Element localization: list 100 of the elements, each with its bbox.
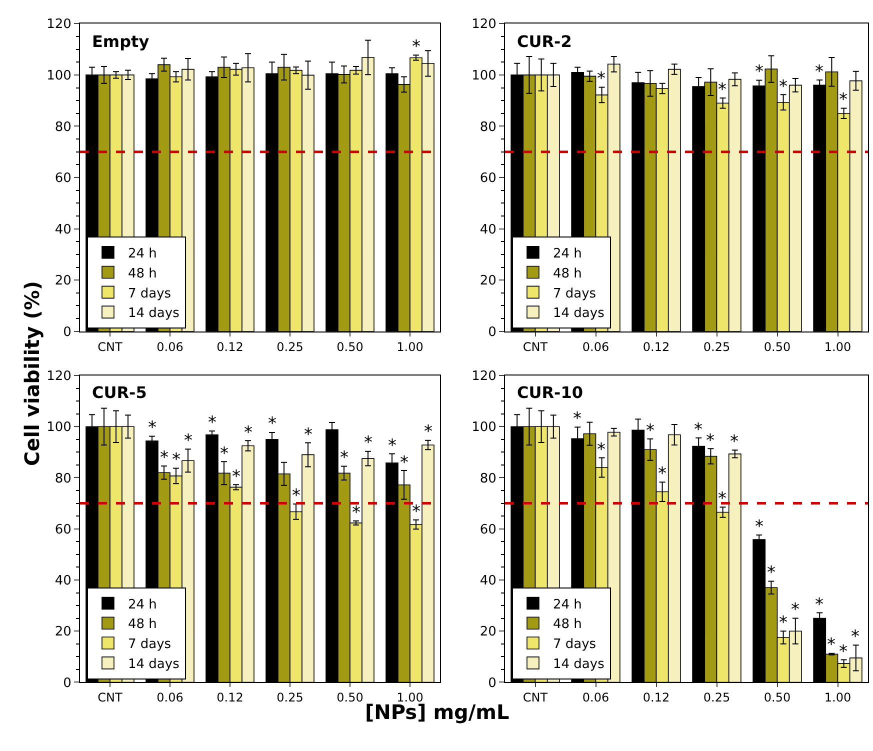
legend-label: 7 days	[552, 637, 596, 652]
data-label: *	[172, 450, 180, 470]
y-tick-label: 60	[480, 171, 496, 186]
data-label: *	[412, 37, 420, 57]
data-label: *	[730, 432, 738, 452]
x-tick-label: 0.25	[276, 690, 304, 705]
y-tick-label: 0	[488, 676, 496, 691]
data-label: *	[646, 421, 654, 441]
legend-label: 48 h	[552, 266, 582, 282]
legend-label: 7 days	[128, 286, 172, 302]
x-tick-label: 0.50	[336, 690, 364, 705]
data-label: *	[658, 464, 666, 484]
x-tick-label: 1.00	[396, 340, 424, 354]
legend-label: 7 days	[128, 637, 172, 652]
y-tick-label: 100	[472, 420, 496, 436]
data-label: *	[597, 69, 606, 89]
y-tick-label: 40	[54, 222, 72, 238]
x-tick-label: CNT	[98, 690, 124, 705]
legend-label: 24 h	[552, 597, 582, 612]
x-tick-label: CNT	[522, 690, 548, 705]
data-label: *	[340, 448, 348, 468]
y-tick-label: 120	[46, 17, 72, 32]
y-tick-label: 40	[480, 574, 496, 589]
y-tick-label: 60	[480, 522, 496, 538]
data-label: *	[268, 414, 276, 434]
x-tick-label: 0.12	[642, 690, 670, 705]
y-tick-label: 100	[472, 68, 496, 84]
data-label: *	[160, 448, 168, 468]
data-label: *	[791, 600, 800, 620]
data-label: *	[694, 420, 702, 440]
y-tick-label: 20	[54, 624, 72, 640]
data-label: *	[148, 418, 156, 438]
x-tick-label: 0.06	[156, 690, 184, 705]
x-tick-label: 0.06	[582, 690, 610, 705]
data-label: *	[706, 431, 714, 451]
data-label: *	[839, 90, 848, 110]
text: CUR-2	[517, 32, 572, 51]
data-label: *	[352, 503, 360, 523]
data-label: *	[767, 563, 776, 583]
data-label: *	[412, 502, 420, 522]
x-tick-label: 0.50	[764, 340, 791, 354]
data-label: *	[718, 80, 726, 100]
x-tick-label: 0.06	[156, 340, 184, 354]
y-tick-label: 20	[54, 274, 72, 289]
legend-label: 24 h	[128, 246, 157, 262]
legend-label: 7 days	[552, 286, 596, 302]
text: CUR-5	[92, 383, 147, 402]
y-tick-label: 120	[472, 369, 496, 384]
x-tick-label: 0.25	[703, 340, 730, 354]
data-label: *	[364, 433, 372, 453]
legend-label: 14 days	[128, 656, 180, 672]
data-label: *	[208, 413, 216, 433]
data-label: *	[220, 444, 228, 464]
y-tick-label: 60	[54, 171, 72, 186]
text: CUR-10	[517, 383, 583, 402]
legend-label: 14 days	[552, 656, 605, 672]
y-tick-label: 0	[488, 324, 496, 340]
data-label: *	[232, 467, 240, 487]
x-tick-label: 1.00	[824, 690, 852, 705]
y-tick-label: 100	[46, 420, 72, 436]
x-tick-label: 0.25	[703, 690, 730, 705]
x-tick-label: CNT	[522, 340, 548, 354]
x-tick-label: 0.06	[582, 340, 610, 354]
x-tick-label: 0.12	[216, 690, 244, 705]
y-tick-label: 80	[54, 471, 72, 486]
data-label: *	[184, 431, 192, 451]
data-label: *	[597, 440, 606, 460]
data-label: *	[755, 517, 764, 537]
y-tick-label: 100	[46, 68, 72, 84]
y-tick-label: 120	[472, 17, 496, 32]
data-label: *	[400, 453, 408, 473]
data-label: *	[779, 77, 788, 97]
data-label: *	[839, 642, 848, 662]
legend-label: 24 h	[552, 246, 582, 262]
data-label: *	[815, 62, 824, 82]
data-label: *	[292, 486, 300, 506]
legend-label: 24 h	[128, 597, 157, 612]
data-label: *	[779, 613, 788, 633]
x-tick-label: 0.12	[216, 340, 244, 354]
y-tick-label: 120	[46, 369, 72, 384]
y-tick-label: 40	[54, 574, 72, 589]
y-tick-label: 20	[480, 274, 496, 289]
y-tick-label: 80	[54, 120, 72, 135]
data-label: *	[304, 425, 312, 445]
x-tick-label: 0.50	[336, 340, 364, 354]
data-label: *	[573, 409, 582, 429]
legend-label: 14 days	[128, 306, 180, 322]
legend-label: 48 h	[552, 617, 582, 632]
y-tick-label: 0	[63, 676, 72, 691]
y-tick-label: 0	[63, 324, 72, 340]
data-label: *	[851, 627, 860, 647]
data-label: *	[388, 436, 396, 456]
data-label: *	[827, 635, 836, 655]
x-tick-label: CNT	[98, 340, 124, 354]
y-tick-label: 20	[480, 624, 496, 640]
x-tick-label: 1.00	[824, 340, 852, 354]
legend-label: 14 days	[552, 306, 605, 322]
legend-label: 48 h	[128, 266, 157, 282]
y-tick-label: 80	[480, 120, 496, 135]
text: Empty	[92, 32, 150, 51]
